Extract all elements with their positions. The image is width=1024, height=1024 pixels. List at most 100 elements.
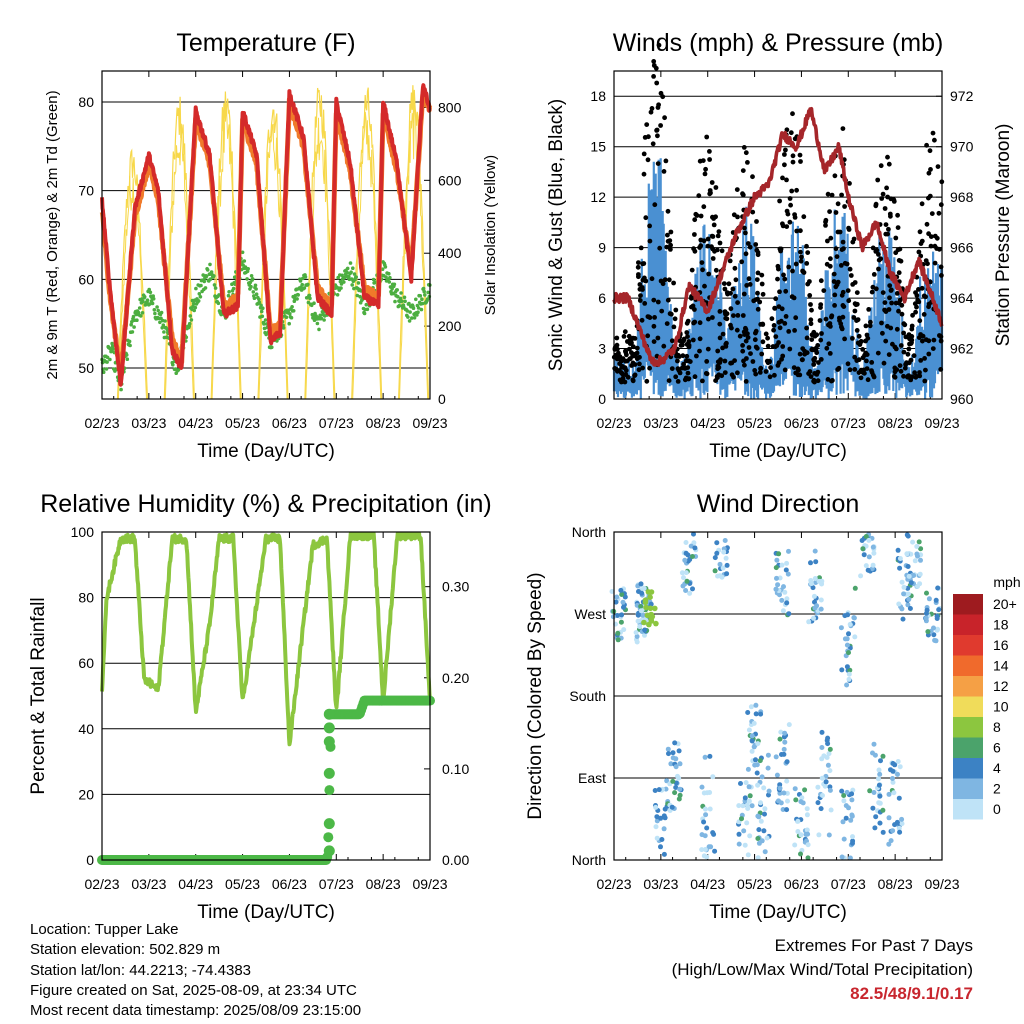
direction-point-fast	[652, 605, 658, 612]
direction-point	[812, 599, 817, 605]
y-tick-label-right: 600	[438, 172, 462, 188]
gust-point	[804, 261, 810, 266]
direction-point	[677, 792, 683, 798]
gust-point	[616, 368, 622, 373]
gust-point	[791, 365, 797, 370]
direction-point	[653, 824, 659, 830]
gust-point	[689, 267, 695, 273]
y-axis-label-left: Sonic Wind & Gust (Blue, Black)	[546, 99, 567, 371]
dewpoint-point	[420, 297, 424, 302]
gust-point	[848, 273, 854, 278]
gust-point	[741, 145, 747, 150]
direction-point	[915, 583, 920, 589]
chart-title: Relative Humidity (%) & Precipitation (i…	[40, 490, 492, 518]
gust-point	[675, 379, 681, 384]
dewpoint-point	[418, 294, 423, 298]
gust-point	[699, 260, 705, 265]
dewpoint-point	[421, 286, 426, 291]
direction-point	[880, 807, 886, 813]
direction-point	[780, 608, 786, 614]
direction-point	[798, 851, 803, 857]
x-tick-label: 08/23	[366, 876, 401, 892]
gust-point	[917, 370, 922, 375]
dewpoint-point	[104, 367, 109, 371]
gust-point	[677, 354, 682, 359]
direction-point	[673, 764, 679, 770]
gust-point	[735, 370, 740, 376]
direction-point	[672, 790, 678, 796]
direction-point	[904, 551, 910, 557]
x-axis-label: Time (Day/UTC)	[709, 902, 847, 923]
dewpoint-point	[202, 279, 207, 284]
dewpoint-point	[351, 266, 355, 271]
direction-point	[905, 591, 911, 597]
gust-point	[832, 303, 837, 308]
gust-point	[936, 210, 942, 216]
gust-point	[882, 300, 888, 305]
direction-point	[878, 758, 883, 764]
direction-point	[661, 826, 667, 832]
dewpoint-point	[252, 296, 257, 301]
direction-point	[923, 615, 929, 621]
gust-point	[697, 158, 703, 164]
gust-point	[920, 333, 926, 339]
direction-point	[761, 785, 767, 791]
gust-point	[614, 342, 620, 348]
direction-point	[823, 779, 829, 785]
direction-point	[687, 590, 693, 596]
gust-point	[621, 334, 627, 339]
gust-point	[832, 173, 838, 179]
x-tick-label: 08/23	[878, 415, 913, 431]
dewpoint-point	[240, 250, 245, 255]
gust-point	[746, 345, 752, 350]
gust-point	[783, 314, 789, 319]
direction-point	[863, 534, 869, 539]
gust-point	[906, 346, 912, 352]
gust-point	[938, 264, 944, 270]
gust-point	[729, 325, 734, 331]
direction-point	[688, 543, 694, 549]
direction-point	[918, 557, 923, 563]
dewpoint-point	[105, 355, 110, 360]
gust-point	[852, 280, 858, 285]
dewpoint-point	[128, 343, 132, 348]
direction-point	[781, 790, 787, 796]
gust-point	[684, 330, 690, 335]
gust-point	[649, 276, 655, 282]
gust-point	[755, 270, 761, 276]
gust-point	[621, 365, 626, 370]
direction-point	[871, 550, 877, 556]
y-tick-label-right: 970	[950, 139, 974, 155]
gust-point	[651, 323, 657, 329]
direction-point	[692, 545, 698, 551]
gust-point	[816, 360, 821, 365]
direction-point	[839, 667, 845, 673]
direction-point	[664, 778, 670, 784]
dewpoint-point	[254, 287, 258, 291]
gust-point	[652, 315, 657, 320]
gust-point	[658, 90, 664, 96]
gust-point	[901, 321, 907, 327]
gust-point	[913, 374, 919, 380]
gust-point	[867, 323, 873, 329]
direction-point	[905, 602, 911, 608]
direction-point	[819, 729, 825, 735]
gust-point	[785, 211, 791, 217]
direction-point	[846, 676, 852, 682]
gust-point	[669, 366, 675, 371]
gust-point	[783, 147, 788, 153]
direction-point	[818, 806, 824, 812]
dewpoint-point	[261, 306, 265, 311]
gust-point	[884, 185, 889, 191]
x-tick-label: 02/23	[84, 876, 119, 892]
gust-point	[673, 307, 679, 313]
y-tick-label-left: 80	[78, 94, 94, 110]
dewpoint-point	[315, 321, 320, 326]
solar-line	[116, 148, 149, 400]
extremes-title: Extremes For Past 7 Days	[774, 936, 973, 955]
dewpoint-point	[407, 301, 411, 306]
dewpoint-point	[192, 308, 196, 313]
dewpoint-point	[205, 268, 210, 272]
direction-point	[934, 616, 940, 621]
